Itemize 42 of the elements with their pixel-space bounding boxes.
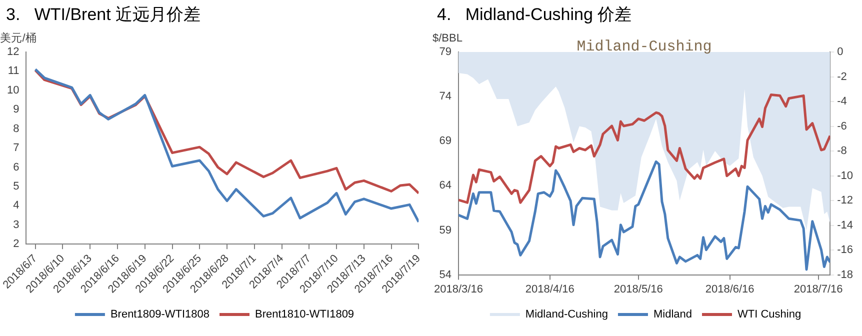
- y2-tick-label: -6: [837, 120, 847, 132]
- x-tick-label: 2018/3/16: [434, 283, 483, 296]
- y2-tick-label: -10: [837, 170, 854, 182]
- y-tick-label: 4: [13, 200, 20, 212]
- y-tick-label: 64: [439, 180, 452, 192]
- y2-tick-label: -4: [837, 96, 847, 108]
- y2-tick-label: -8: [837, 145, 847, 158]
- legend-label: Midland-Cushing: [525, 308, 608, 321]
- y2-tick-label: -14: [837, 219, 854, 232]
- y-tick-label: 11: [8, 65, 20, 78]
- y-tick-label: 59: [439, 224, 452, 236]
- chart-title: 4. Midland-Cushing 价差: [436, 4, 633, 26]
- y-tick-label: 54: [439, 268, 452, 281]
- y2-tick-label: 0: [837, 46, 844, 58]
- y-tick-label: 69: [439, 135, 452, 148]
- x-tick-label: 2018/7/16: [794, 283, 843, 296]
- y-tick-label: 10: [6, 84, 20, 96]
- y2-tick-label: -18: [837, 268, 854, 281]
- y2-tick-label: -16: [837, 244, 854, 256]
- legend-label: Brent1810-WTI1809: [255, 308, 354, 321]
- y2-tick-label: -2: [837, 70, 847, 83]
- y-tick-label: 12: [6, 46, 20, 58]
- x-tick-label: 2018/4/16: [525, 283, 574, 296]
- y-tick-label: 3: [13, 218, 20, 231]
- y2-tick-label: -12: [837, 194, 854, 207]
- y-tick-label: 6: [13, 161, 20, 174]
- legend-label: Midland: [653, 308, 692, 321]
- y-tick-label: 7: [13, 142, 20, 154]
- x-tick-label: 2018/6/16: [705, 283, 754, 296]
- chart-subtitle: Midland-Cushing: [576, 38, 712, 56]
- y-tick-label: 8: [13, 122, 20, 135]
- y-tick-label: 74: [439, 90, 452, 103]
- y-tick-label: 5: [13, 180, 20, 192]
- y-axis-title: 美元/桶: [0, 32, 36, 45]
- y-tick-label: 9: [13, 104, 20, 116]
- legend-label: Brent1809-WTI1808: [110, 308, 210, 321]
- chart-title: 3. WTI/Brent 近远月价差: [5, 4, 202, 26]
- legend-label: WTI Cushing: [737, 308, 802, 321]
- x-tick-label: 2018/5/16: [614, 283, 663, 296]
- y-tick-label: 2: [13, 238, 20, 250]
- y-axis-title: $/BBL: [432, 32, 462, 45]
- y-tick-label: 79: [439, 46, 452, 58]
